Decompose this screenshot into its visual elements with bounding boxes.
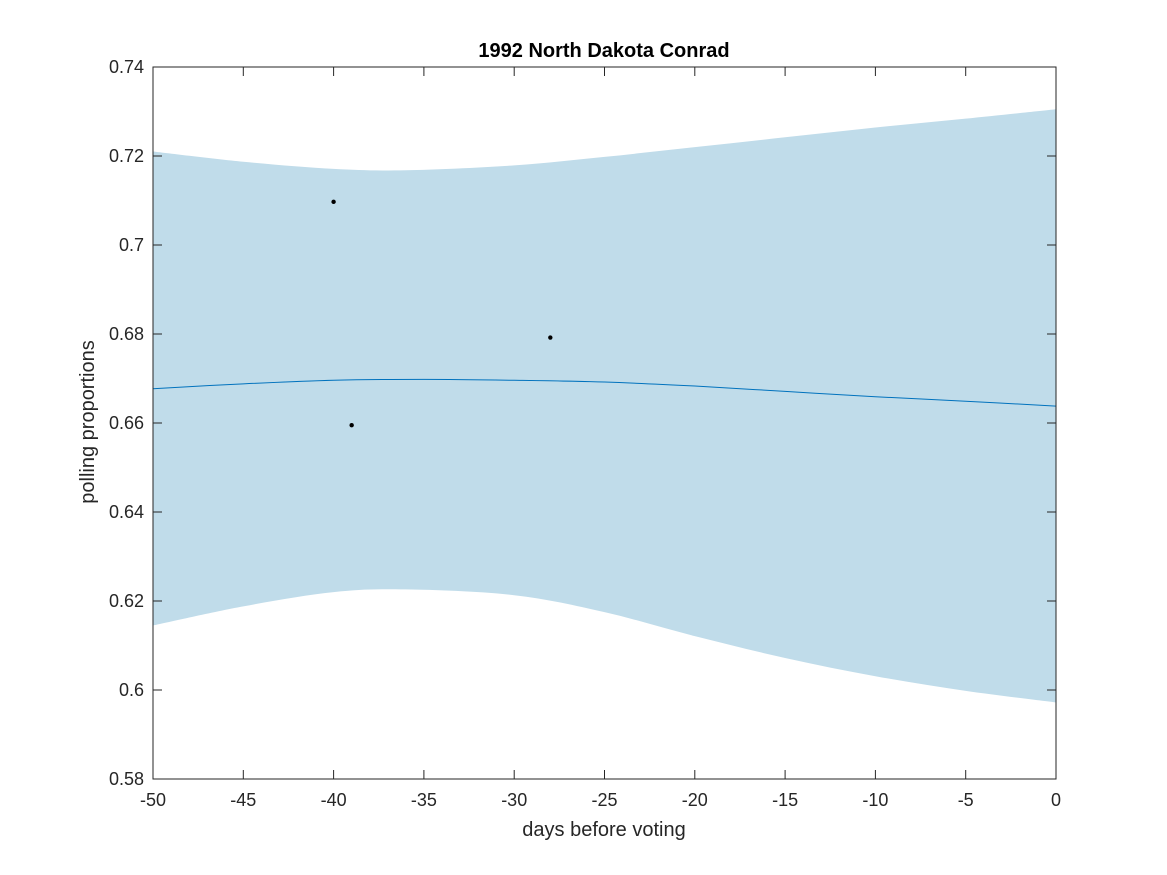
x-tick-label: -10 <box>862 790 888 810</box>
trend-line <box>152 378 1057 407</box>
x-tick-label: -20 <box>682 790 708 810</box>
y-axis-ticks: 0.58 0.6 0.62 0.64 0.66 0.68 0.7 0.72 0.74 <box>109 57 1056 789</box>
y-tick-label: 0.66 <box>109 413 144 433</box>
x-tick-label: -50 <box>140 790 166 810</box>
x-axis-label: days before voting <box>522 819 685 841</box>
poll-point <box>331 199 336 205</box>
poll-points-layer <box>331 199 553 428</box>
y-tick-label: 0.58 <box>109 769 144 789</box>
x-axis-ticks: -50 -45 -40 -35 -30 -25 -20 -15 -10 -5 0 <box>140 67 1061 810</box>
y-tick-label: 0.7 <box>119 235 144 255</box>
x-tick-label: -45 <box>230 790 256 810</box>
y-axis-label: polling proportions <box>77 340 99 503</box>
y-tick-label: 0.62 <box>109 591 144 611</box>
y-tick-label: 0.68 <box>109 324 144 344</box>
x-tick-label: -5 <box>958 790 974 810</box>
trend-line-layer <box>152 378 1057 407</box>
x-tick-label: -30 <box>501 790 527 810</box>
x-tick-label: -40 <box>321 790 347 810</box>
y-tick-label: 0.74 <box>109 57 144 77</box>
confidence-band-layer <box>153 109 1056 703</box>
x-tick-label: -35 <box>411 790 437 810</box>
chart-title: 1992 North Dakota Conrad <box>478 40 729 62</box>
poll-point <box>548 335 553 340</box>
confidence-band <box>153 109 1056 703</box>
x-tick-label: -25 <box>591 790 617 810</box>
x-tick-label: -15 <box>772 790 798 810</box>
y-tick-label: 0.72 <box>109 146 144 166</box>
y-tick-label: 0.64 <box>109 502 144 522</box>
y-tick-label: 0.6 <box>119 680 144 700</box>
poll-point <box>349 423 354 428</box>
x-tick-label: 0 <box>1051 790 1061 810</box>
